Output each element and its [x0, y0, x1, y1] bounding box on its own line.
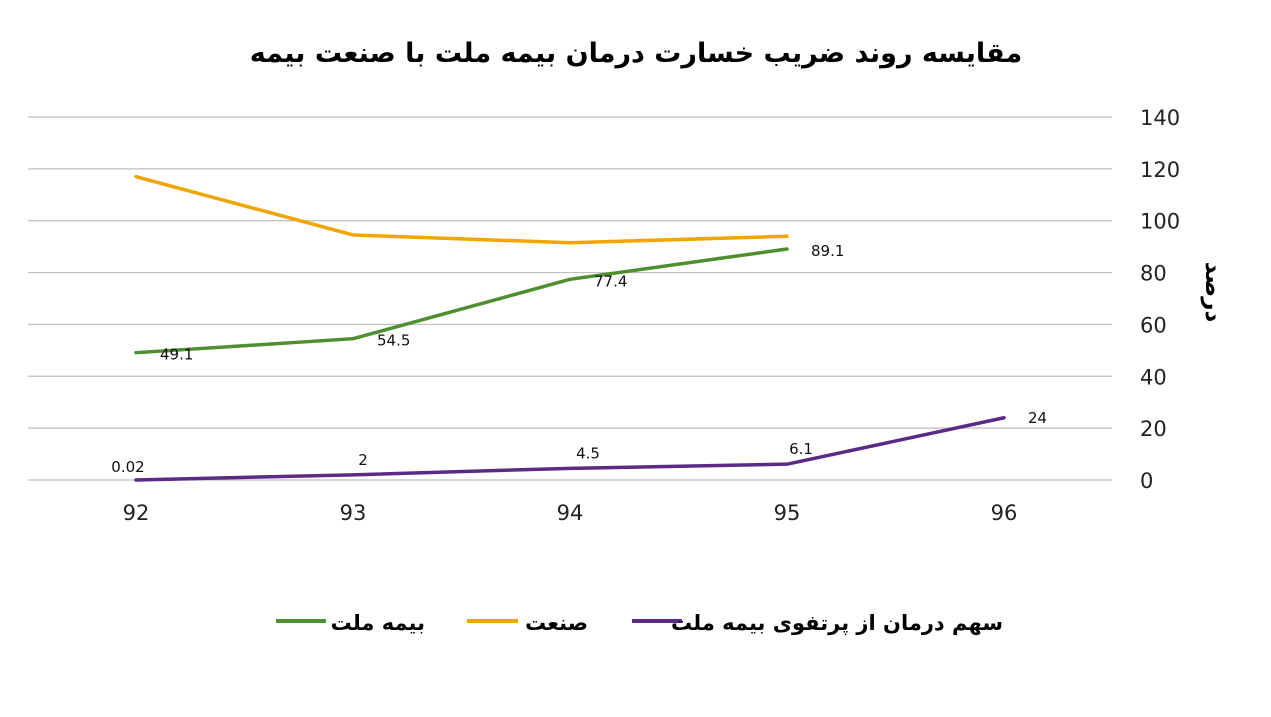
legend-item: بیمه ملت [276, 611, 425, 635]
y-tick-label: 120 [1140, 158, 1180, 182]
series-line-2 [136, 418, 1004, 480]
data-label: 24 [1028, 409, 1047, 427]
data-label: 4.5 [576, 444, 600, 462]
y-tick-label: 80 [1140, 262, 1167, 286]
x-tick-label: 95 [774, 501, 801, 525]
data-label: 6.1 [789, 440, 813, 458]
y-tick-label: 100 [1140, 210, 1180, 234]
y-axis-ticks: 0 20 40 60 80 100 120 140 [1140, 106, 1180, 493]
data-label: 49.1 [160, 346, 193, 364]
data-label: 54.5 [377, 332, 410, 350]
legend-label: سهم درمان از پرتفوی بیمه ملت [671, 611, 1003, 635]
series-line-0 [136, 249, 787, 353]
grid-layer [28, 117, 1112, 480]
y-tick-label: 140 [1140, 106, 1180, 130]
data-label: 77.4 [594, 272, 627, 290]
y-tick-label: 0 [1140, 469, 1153, 493]
legend-item: صنعت [467, 611, 588, 635]
x-tick-label: 92 [123, 501, 150, 525]
y-tick-label: 20 [1140, 417, 1167, 441]
data-label: 0.02 [111, 458, 144, 476]
series-line-1 [136, 177, 787, 243]
legend-item: سهم درمان از پرتفوی بیمه ملت [632, 611, 1003, 635]
y-axis-label: درصد [1200, 262, 1226, 323]
x-tick-label: 94 [557, 501, 584, 525]
series-layer [136, 177, 1004, 481]
data-label: 89.1 [811, 242, 844, 260]
x-tick-label: 93 [340, 501, 367, 525]
x-axis-ticks: 92 93 94 95 96 [123, 501, 1018, 525]
data-label: 2 [358, 451, 368, 469]
y-tick-label: 40 [1140, 365, 1167, 389]
y-tick-label: 60 [1140, 313, 1167, 337]
legend: بیمه ملت صنعت سهم درمان از پرتفوی بیمه ملت [276, 611, 1003, 635]
legend-label: بیمه ملت [331, 611, 425, 635]
chart-title: مقایسه روند ضریب خسارت درمان بیمه ملت با… [250, 38, 1022, 69]
legend-label: صنعت [525, 611, 588, 635]
x-tick-label: 96 [991, 501, 1018, 525]
